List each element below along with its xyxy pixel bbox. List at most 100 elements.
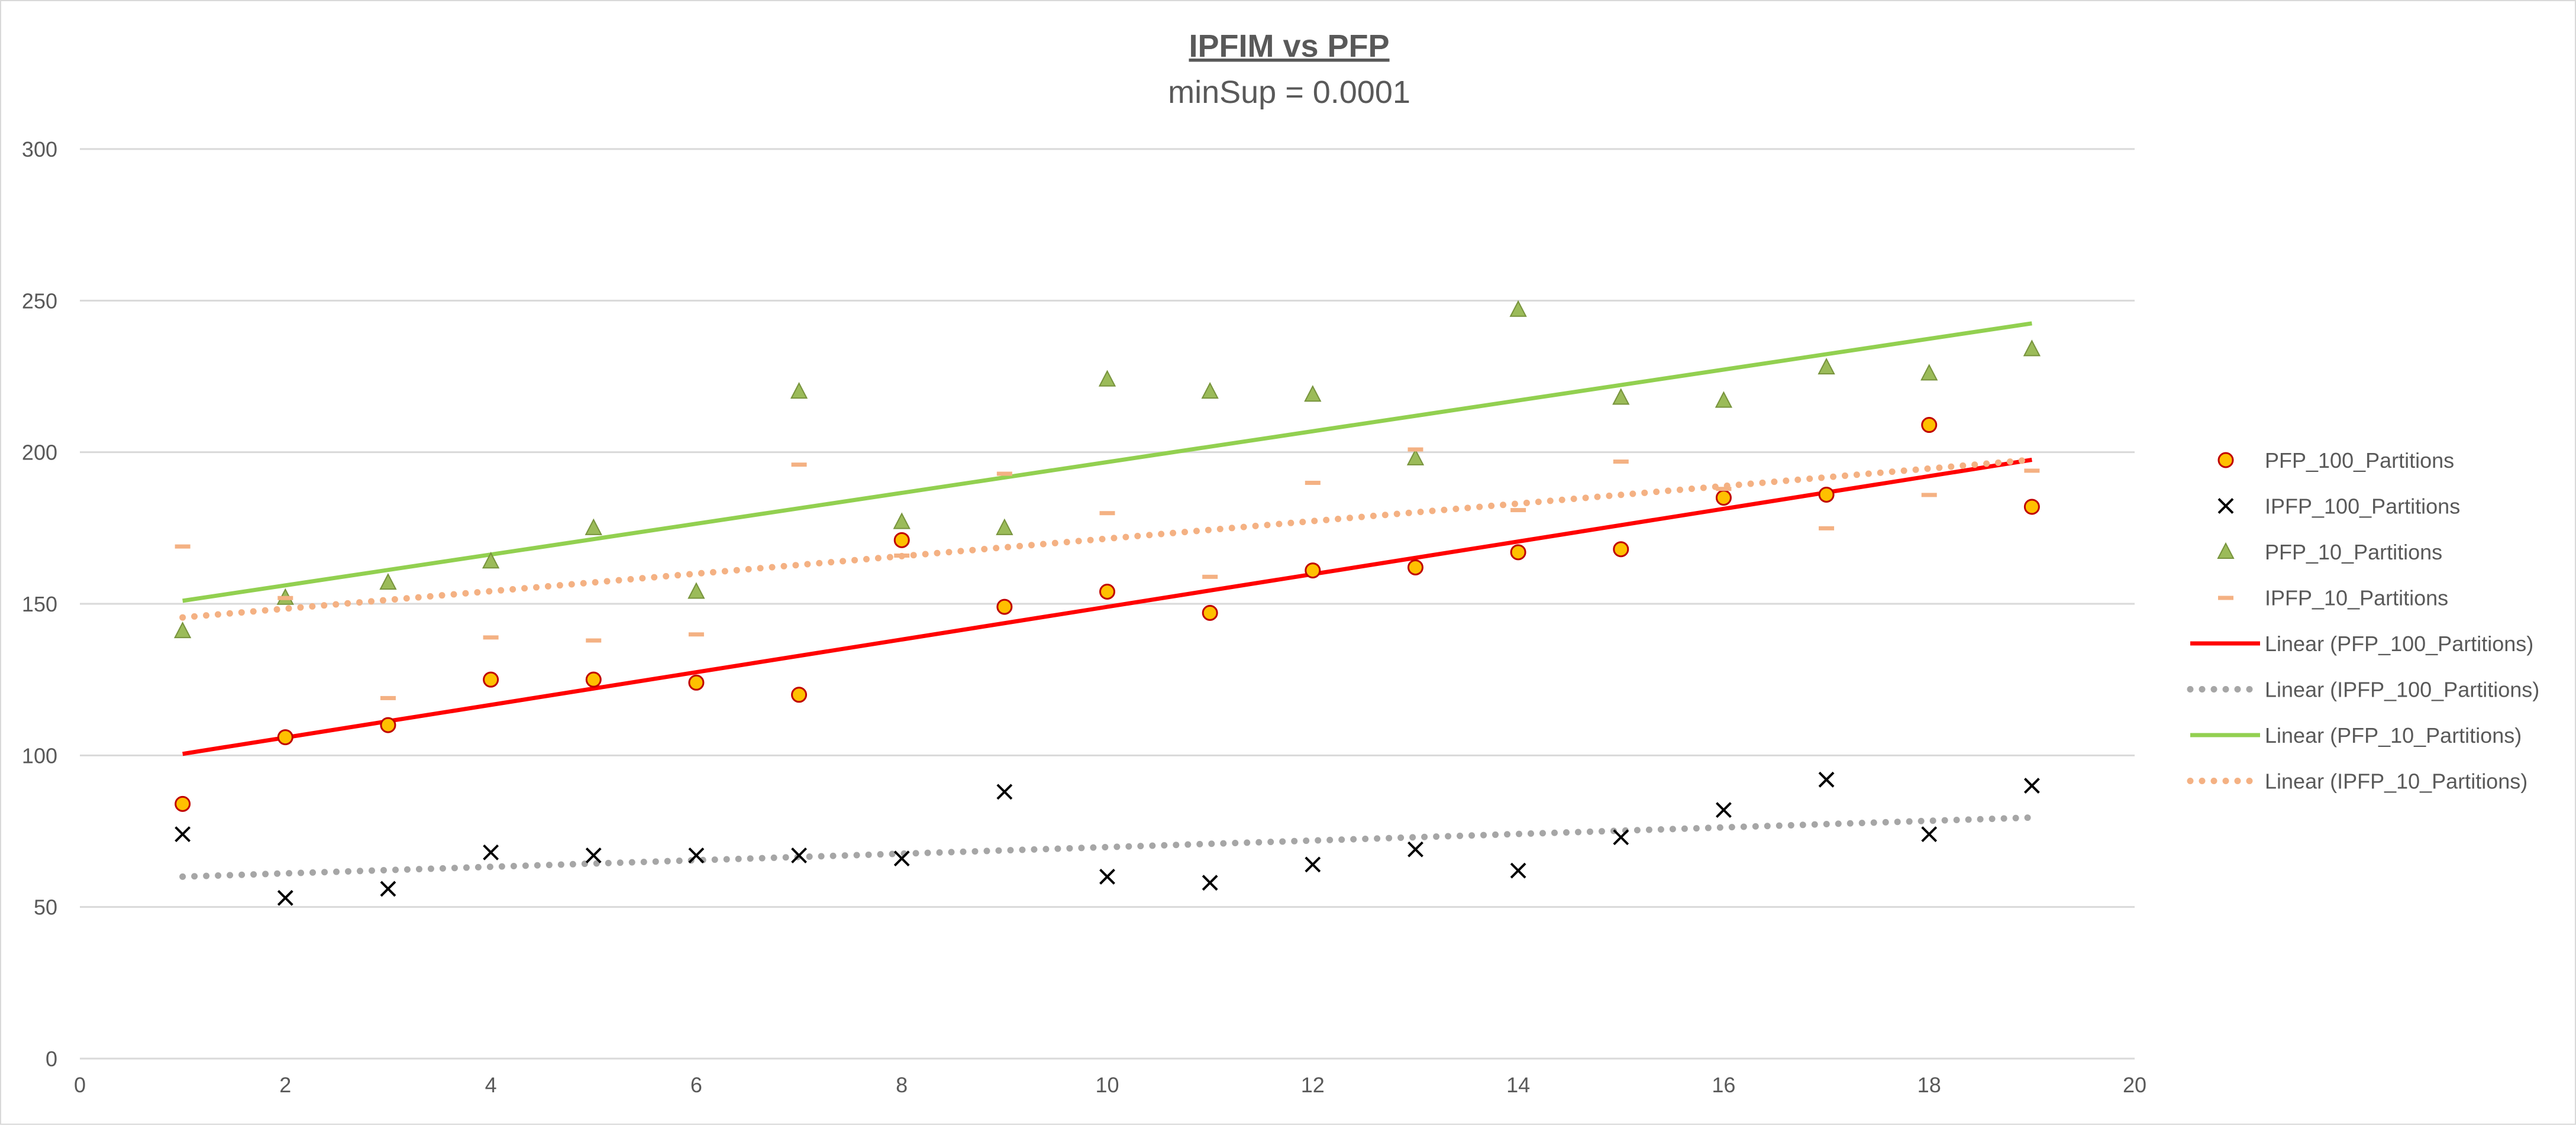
legend-label: Linear (PFP_10_Partitions) [2265,723,2522,748]
data-point [1510,862,1526,879]
data-point [585,671,602,688]
y-tick-label: 250 [22,289,57,313]
y-tick-label: 100 [22,743,57,768]
y-tick-label: 300 [22,137,57,161]
data-point [791,847,807,863]
data-point [2218,596,2233,600]
data-point [1099,511,1115,516]
data-point [1202,574,1218,579]
data-point [1921,826,1938,843]
data-point [1716,487,1732,491]
data-point [1305,856,1321,873]
data-point [585,847,602,863]
data-point [1099,868,1115,885]
chart-subtitle: minSup = 0.0001 [1168,75,1410,110]
x-tick-label: 18 [1918,1073,1941,1097]
data-point [482,552,500,569]
data-point [1408,447,1423,452]
data-point [791,462,807,467]
data-point [379,572,397,590]
legend-label: PFP_100_Partitions [2265,448,2454,473]
x-tick-label: 12 [1301,1073,1325,1097]
x-tick-label: 6 [690,1073,702,1097]
data-point [380,695,396,700]
y-tick-label: 50 [34,895,57,920]
data-point [2023,339,2041,357]
data-point [1613,541,1629,558]
y-tick-label: 0 [46,1047,57,1071]
x-tick-label: 8 [896,1073,908,1097]
data-point [1613,460,1629,464]
data-point [893,532,910,548]
data-point [1304,385,1322,402]
data-point [1715,490,1732,506]
data-point [380,881,396,897]
data-point [894,553,910,558]
data-point [1921,417,1938,433]
legend-label: PFP_10_Partitions [2265,540,2442,564]
data-point [996,471,1012,476]
data-point [1818,486,1835,503]
data-point [277,596,293,600]
data-point [2217,542,2235,559]
data-point [380,717,396,733]
legend-label: Linear (IPFP_10_Partitions) [2265,769,2527,794]
data-point [1818,357,1835,375]
gridlines [80,148,2135,1060]
legend-label: IPFP_10_Partitions [2265,586,2448,610]
data-point [996,598,1013,615]
data-point [1201,381,1219,399]
legend-label: Linear (IPFP_100_Partitions) [2265,678,2539,702]
data-point [1408,841,1423,858]
data-point [483,671,499,688]
legend-label: IPFP_100_Partitions [2265,494,2460,519]
legend: PFP_100_Partitions IPFP_100_Partitions PFP… [2187,448,2539,794]
data-point [1613,829,1629,846]
trendline [182,321,2032,603]
data-point [2217,498,2234,514]
x-tick-label: 2 [279,1073,291,1097]
data-point [688,674,705,691]
data-point [1305,480,1321,485]
data-point [1612,388,1630,405]
data-point [174,621,192,639]
data-point [1715,391,1733,408]
data-point [1305,562,1321,579]
data-point [893,850,910,867]
data-point [2023,499,2040,515]
data-point [175,544,191,549]
data-point [1819,526,1835,530]
data-point [1715,802,1732,818]
data-point [586,638,602,643]
data-point [791,687,808,703]
legend-label: Linear (PFP_100_Partitions) [2265,632,2533,656]
data-point [1510,544,1526,561]
data-point [2217,452,2234,468]
x-tick-label: 10 [1095,1073,1119,1097]
data-point [175,826,191,843]
data-point [175,795,191,812]
data-point [483,844,499,860]
y-tick-label: 150 [22,592,57,616]
data-point [277,889,293,906]
data-point [688,847,705,863]
data-point [2024,468,2040,473]
x-tick-label: 16 [1712,1073,1735,1097]
data-point [1099,583,1115,600]
data-point [1509,300,1527,317]
data-point [996,518,1013,535]
data-point [1510,508,1526,513]
data-point [790,381,808,399]
x-tick-label: 20 [2123,1073,2146,1097]
data-point [1098,370,1116,387]
data-point [483,635,499,640]
data-point [2023,778,2040,794]
data-point [277,729,293,746]
data-point [1202,604,1218,621]
data-point [1202,875,1218,891]
x-tick-label: 0 [74,1073,86,1097]
axes: 0 50 100 150 200 250 300 0 2 4 6 8 10 12 14 16 18 20 [22,137,2146,1097]
chart-title: IPFIM vs PFP [1189,28,1389,64]
